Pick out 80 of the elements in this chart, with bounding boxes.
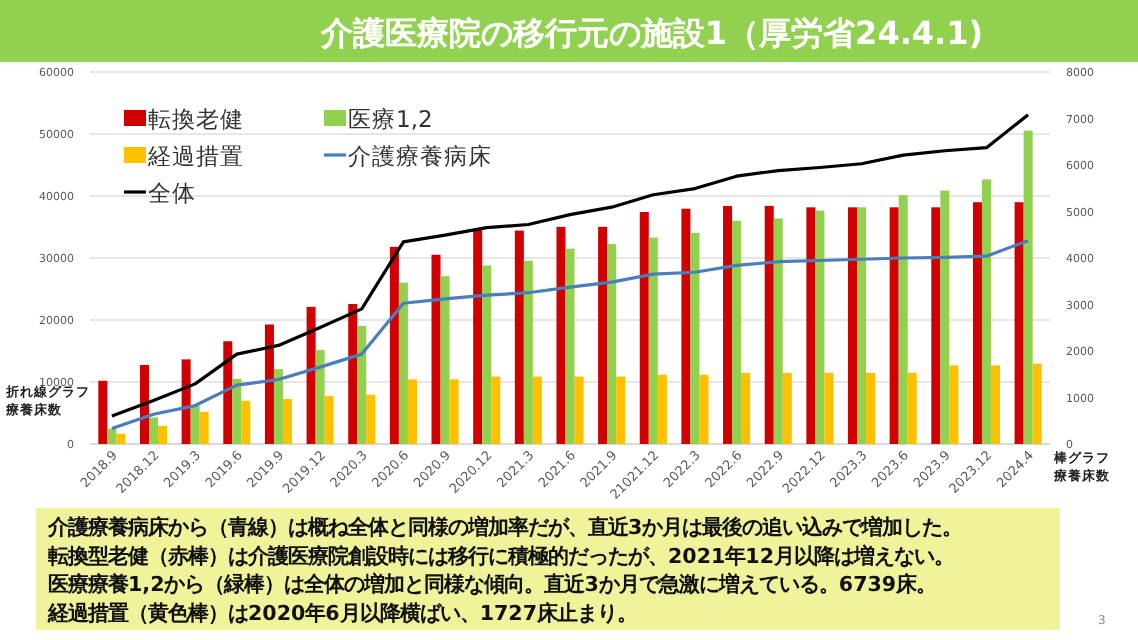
chart-title: 介護医療院の移行元の施設1（厚労省24.4.1)	[318, 14, 984, 52]
bar	[449, 379, 459, 444]
bar	[565, 248, 575, 444]
bar	[657, 374, 667, 444]
bar	[306, 306, 316, 444]
bar	[190, 405, 200, 444]
bar	[764, 205, 774, 444]
bar	[223, 341, 233, 444]
bar	[107, 428, 117, 444]
bar	[690, 232, 700, 444]
bar	[532, 376, 542, 444]
bar	[232, 378, 242, 444]
legend-label: 介護療養病床	[348, 142, 492, 170]
bar	[907, 372, 917, 444]
bar	[241, 400, 251, 444]
bar	[482, 265, 492, 444]
text: 転換型老健（赤棒）は介護医療院創設時には移行に積極的だったが、2021年12月以降は増えない。	[46, 544, 954, 569]
bar	[574, 376, 584, 444]
bar	[389, 246, 399, 444]
bar	[348, 304, 358, 444]
bar	[181, 359, 191, 444]
bar	[723, 205, 733, 444]
bar	[1023, 130, 1033, 444]
legend-label: 転換老健	[148, 105, 244, 133]
bar	[523, 260, 533, 444]
bar	[699, 374, 709, 444]
legend-label: 医療1,2	[348, 105, 433, 133]
bar	[491, 376, 501, 444]
bar	[273, 369, 283, 444]
bar	[324, 396, 334, 444]
bar	[848, 207, 858, 444]
bar	[972, 202, 982, 444]
bar	[1032, 363, 1042, 444]
line-series	[110, 239, 1030, 431]
bar	[98, 380, 108, 444]
bar	[514, 230, 524, 444]
bar	[398, 282, 408, 444]
bar	[264, 324, 274, 444]
text: 介護療養病床から（青線）は概ね全体と同様の増加率だが、直近3か月は最後の追い込みで増加した。	[46, 516, 963, 540]
bar	[806, 207, 816, 444]
text: 医療療養1,2から（緑棒）は全体の増加と同様な傾向。直近3か月で急激に増えている。6739床。	[48, 573, 937, 598]
bar	[681, 208, 691, 444]
bar	[357, 325, 367, 444]
bar	[732, 220, 742, 444]
bar	[556, 226, 566, 444]
bar	[889, 207, 899, 444]
bar	[949, 365, 959, 444]
bar	[639, 211, 649, 444]
bar	[981, 179, 991, 444]
bar	[648, 237, 658, 444]
bar	[282, 398, 292, 444]
bar	[407, 379, 417, 444]
bar	[440, 276, 450, 444]
bar	[158, 425, 168, 444]
bar	[139, 364, 149, 444]
bar	[824, 372, 834, 444]
bar	[598, 226, 608, 444]
bar	[898, 195, 908, 444]
bar	[616, 376, 626, 444]
bar	[366, 394, 376, 444]
bar	[773, 218, 783, 444]
bar	[315, 350, 325, 444]
bar	[857, 207, 867, 444]
bar	[607, 244, 617, 444]
bar	[940, 190, 950, 444]
bar	[741, 372, 751, 444]
bar	[149, 417, 159, 444]
legend-label: 経過措置	[146, 142, 244, 170]
bar	[931, 207, 941, 444]
bar	[199, 411, 209, 444]
bar	[866, 372, 876, 444]
bar	[991, 365, 1001, 444]
bar	[431, 254, 441, 444]
bar	[116, 433, 126, 444]
text: 経過措置（黄色棒）は2020年6月以降横ばい、1727床止まり。	[46, 601, 637, 626]
bar	[1014, 202, 1024, 444]
bar	[815, 210, 825, 444]
bar	[782, 372, 792, 444]
bar	[473, 229, 483, 444]
legend-label: 全体	[148, 179, 196, 207]
